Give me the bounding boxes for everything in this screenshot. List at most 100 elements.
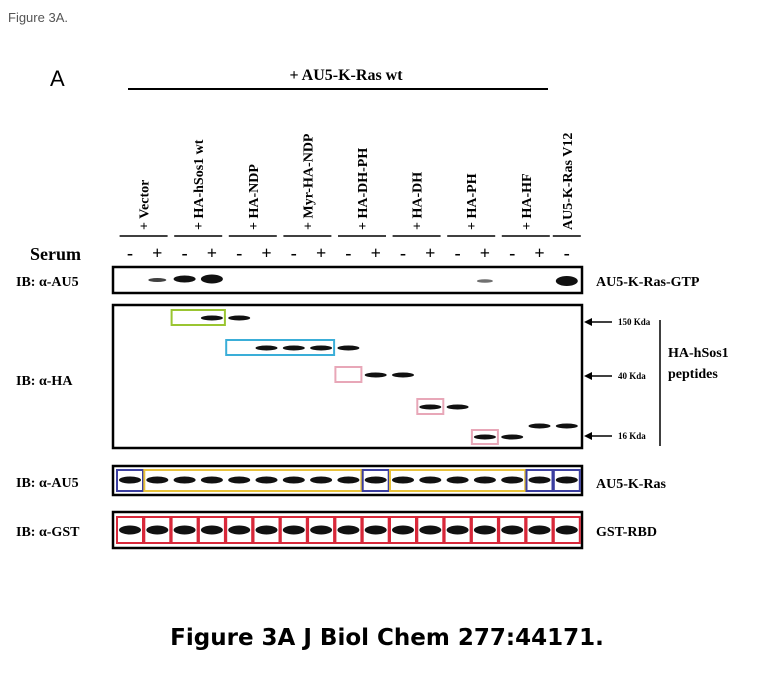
serum-sign: + [371,243,381,263]
highlight-box [334,516,363,544]
highlight-box [470,429,499,445]
lane-label: + Vector [138,180,153,230]
band [255,525,278,535]
treatment-label: + AU5-K-Ras wt [289,67,403,84]
highlight-box [307,516,336,544]
highlight-box [552,516,581,544]
highlight-box [470,516,499,544]
marker-label: 40 Kda [618,371,646,381]
lane-label: + HA-hSos1 wt [192,139,207,230]
band [337,525,360,535]
lane-label: + Myr-HA-NDP [301,133,316,230]
band [228,315,251,321]
band [146,476,169,484]
highlight-box [389,516,417,544]
band [173,476,196,484]
product-label-box: HA-hSos1 peptides [668,346,729,382]
highlight-box [389,469,527,492]
band [337,345,360,351]
band [310,476,333,484]
band [364,525,387,535]
lane-label: + HA-DH-PH [356,148,371,230]
band [473,525,496,535]
band [200,274,223,284]
serum-label: Serum [30,244,81,264]
band [555,276,578,286]
band [501,525,524,535]
highlight-box [361,516,390,544]
marker-arrowhead [584,432,592,440]
serum-sign: - [236,243,242,263]
band [501,476,524,484]
highlight-box [170,309,226,326]
product-label: AU5-K-Ras-GTP [596,275,700,290]
band [228,525,251,535]
page-title: Figure 3A. [8,10,68,25]
band [392,476,414,484]
serum-sign: - [182,243,188,263]
highlight-box [525,516,554,544]
highlight-box [225,516,254,544]
band [419,476,442,484]
band [119,476,141,484]
band [528,525,551,535]
highlight-box [443,516,472,544]
serum-sign: - [400,243,406,263]
band [446,525,469,535]
product-label: GST-RBD [596,525,657,540]
highlight-box [525,469,554,492]
band [419,525,442,535]
band [228,476,251,484]
highlight-box [334,366,363,383]
band [200,315,223,321]
serum-sign: - [455,243,461,263]
band [473,434,496,440]
highlight-box [170,516,199,544]
serum-sign: + [534,243,544,263]
highlight-box [416,516,445,544]
serum-sign: + [316,243,326,263]
band [200,476,223,484]
band [446,476,469,484]
serum-sign: - [509,243,515,263]
band [392,372,414,378]
highlight-box [197,516,226,544]
band [476,279,493,283]
band [173,275,196,283]
band [200,525,223,535]
marker-label: 16 Kda [618,431,646,441]
band [148,278,167,282]
marker-label: 150 Kda [618,317,651,327]
serum-sign: - [291,243,297,263]
highlight-box [116,469,144,492]
band [337,476,360,484]
highlight-box [552,469,581,492]
caption: Figure 3A J Biol Chem 277:44171. [170,625,604,651]
serum-sign: - [564,243,570,263]
band [310,345,333,351]
band [419,404,442,410]
band [364,476,387,484]
serum-sign: - [345,243,351,263]
serum-sign: + [480,243,490,263]
marker-arrowhead [584,372,592,380]
lane-label: + HA-PH [465,173,480,230]
band [501,434,524,440]
highlight-box [143,516,172,544]
band [528,423,551,429]
lane-label: + HA-NDP [247,164,262,230]
band [282,345,305,351]
antibody-label: IB: α-HA [16,374,73,389]
antibody-label: IB: α-AU5 [16,476,79,491]
blot-frame [111,265,584,295]
band [282,476,305,484]
band [173,525,196,535]
serum-sign: + [261,243,271,263]
highlight-box [252,516,281,544]
highlight-box [498,516,527,544]
band [364,372,387,378]
serum-sign: - [127,243,133,263]
product-label: HA-hSos1 peptides [668,346,729,382]
band [555,525,578,535]
